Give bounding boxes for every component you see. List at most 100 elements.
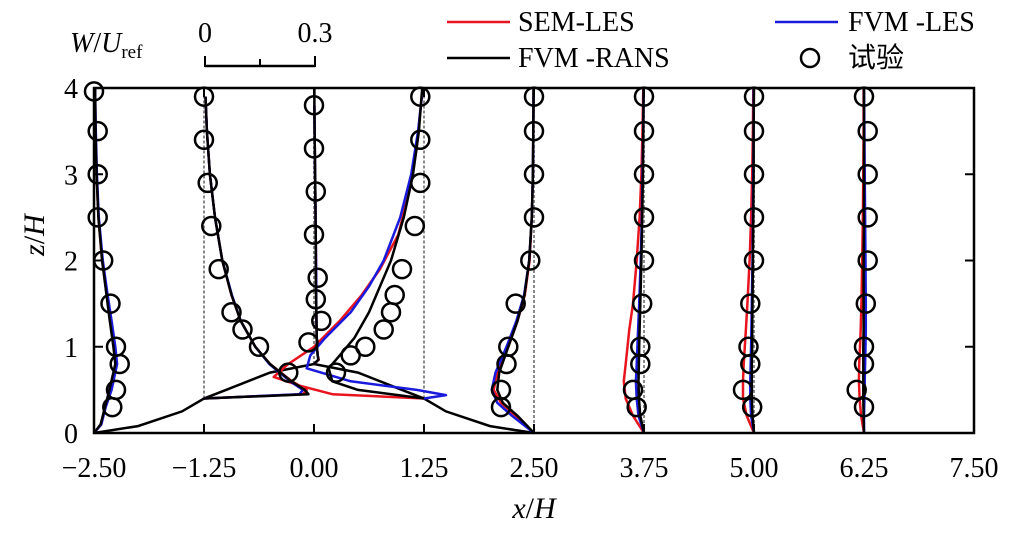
experiment-point-station-0-7 [298, 332, 319, 353]
experiment-point-station-1-25-7 [373, 319, 394, 340]
experiment-point-station-2-5-9 [490, 396, 512, 418]
experiment-point-station-1-25-10 [325, 362, 347, 383]
experiment-point-station-1-25-1 [193, 129, 215, 151]
experiment-point-station-1-25-8 [278, 362, 299, 383]
x-axis-label-sep: / [526, 492, 535, 525]
y-tick-label: 0 [64, 419, 78, 450]
axis-ticks [93, 87, 975, 434]
experiment-point-station-2-5-3 [87, 207, 108, 228]
experiment-point-station-2-5-1 [87, 120, 108, 142]
series-line-fvm-les-station-1-25 [305, 96, 448, 400]
experiment-point-station-5-4 [743, 250, 765, 271]
terrain-group [93, 362, 535, 435]
experiment-point-station-3-75-1 [633, 120, 655, 142]
y-axis-label-base: z [18, 244, 51, 257]
terrain-line [93, 362, 535, 435]
experiment-point-station-2-5-3 [523, 207, 545, 228]
experiment-point-station-1-25-2 [410, 172, 431, 194]
experiment-point-station-2-5-4 [520, 250, 541, 271]
experiment-point-station-3-75-9 [626, 396, 647, 418]
velocity-scale-bar: W/Uref 0 0.3 [70, 18, 333, 68]
experiment-point-station-2-5-2 [87, 164, 108, 185]
experiment-point-station-6-25-7 [853, 353, 875, 375]
experiment-point-station-1-25-5 [384, 284, 405, 306]
velocity-scale-label-base: U [101, 28, 123, 59]
experiment-point-station-1-25-9 [340, 345, 361, 366]
experiment-point-station-2-5-5 [100, 293, 121, 314]
experiment-point-station-0-6 [311, 310, 332, 332]
legend-label-fvm-les: FVM -LES [848, 7, 975, 38]
experiment-point-station-5-3 [743, 207, 765, 228]
experiment-point-station-6-25-1 [857, 120, 878, 142]
x-tick-label: 6.25 [840, 453, 889, 484]
velocity-scale-min: 0 [198, 18, 212, 49]
y-tick-label: 4 [64, 74, 78, 105]
experiment-point-station-6-25-8 [846, 379, 867, 401]
profile-lines [93, 87, 868, 434]
experiment-point-station-2-5-2 [523, 164, 545, 185]
plot-area: −2.50 −1.25 0.00 1.25 2.50 3.75 5.00 6.25 7.50 0… [62, 74, 999, 484]
experiment-point-station-2-5-5 [505, 293, 526, 314]
experiment-point-station-0-3 [303, 224, 325, 245]
experiment-point-station-1-25-3 [201, 215, 222, 237]
x-tick-label: 2.50 [510, 453, 559, 484]
experiment-point-station-3-75-4 [633, 250, 655, 271]
experiment-point-station-1-25-4 [391, 258, 413, 280]
experiment-point-station-1-25-1 [410, 129, 431, 151]
series-line-sem-les-station-1-25 [272, 96, 425, 400]
experiment-point-station-1-25-2 [197, 172, 218, 194]
experiment-point-station-1-25-5 [221, 302, 242, 323]
legend-marker-experiment [799, 47, 821, 69]
series-line-fvm-rans-station-2-5 [496, 87, 535, 434]
experiment-point-station-3-75-2 [633, 164, 655, 185]
y-tick-labels: 0 1 2 3 4 [64, 74, 78, 450]
experiment-point-station-2-5-7 [496, 353, 517, 375]
experiment-point-station-5-2 [743, 164, 765, 185]
experiment-point-station-6-25-5 [855, 293, 877, 314]
velocity-scale-label-sub: ref [121, 42, 143, 63]
legend-label-experiment: 试验 [848, 42, 904, 74]
y-tick-label: 3 [64, 160, 78, 191]
experiment-point-station-5-7 [740, 353, 761, 375]
experiment-point-station-6-25-9 [853, 396, 875, 418]
experiment-point-station-3-75-7 [630, 353, 651, 375]
y-axis-label-den: H [18, 212, 51, 237]
experiment-point-station-5-5 [740, 293, 761, 314]
legend-label-sem-les: SEM-LES [518, 7, 635, 38]
x-tick-label: 7.50 [950, 453, 999, 484]
x-tick-label: −1.25 [172, 453, 237, 484]
experiment-point-station-5-9 [741, 396, 763, 418]
y-axis-label-sep: / [18, 235, 51, 244]
x-tick-label: 3.75 [620, 453, 669, 484]
y-axis-label: z/H [18, 212, 51, 257]
experiment-point-station-0-5 [305, 289, 327, 310]
x-axis-label-base: x [511, 492, 526, 525]
x-tick-label: −2.50 [62, 453, 127, 484]
y-tick-label: 2 [64, 247, 78, 278]
x-axis-label-den: H [533, 492, 558, 525]
experiment-point-station-1-25-6 [232, 319, 253, 340]
x-tick-label: 0.00 [290, 453, 339, 484]
legend-label-fvm-rans: FVM -RANS [518, 43, 670, 74]
velocity-scale-max: 0.3 [298, 18, 333, 49]
experiment-point-station-5-1 [743, 120, 765, 142]
experiment-point-station-2-5-7 [109, 353, 130, 375]
experiment-point-station-1-25-8 [355, 336, 376, 358]
experiment-point-station-0-2 [305, 181, 327, 202]
series-line-fvm-rans-station-1-25 [203, 96, 310, 400]
experiment-point-station-6-25-2 [857, 164, 878, 185]
experiment-point-station-0-4 [307, 267, 328, 289]
experiment-point-station-0-1 [303, 138, 325, 159]
experiment-point-station-6-25-3 [857, 207, 878, 228]
x-tick-label: 5.00 [730, 453, 779, 484]
x-tick-label: 1.25 [400, 453, 449, 484]
x-tick-labels: −2.50 −1.25 0.00 1.25 2.50 3.75 5.00 6.25 7.50 [62, 453, 999, 484]
x-axis-label: x/H [511, 492, 558, 525]
experiment-point-station-3-75-3 [633, 207, 655, 228]
legend: SEM-LES FVM -LES FVM -RANS 试验 [447, 7, 975, 74]
experiment-point-station-1-25-4 [208, 258, 229, 280]
experiment-point-station-1-25-6 [380, 302, 402, 323]
y-tick-label: 1 [64, 333, 78, 364]
velocity-scale-label-var: W [70, 28, 96, 59]
